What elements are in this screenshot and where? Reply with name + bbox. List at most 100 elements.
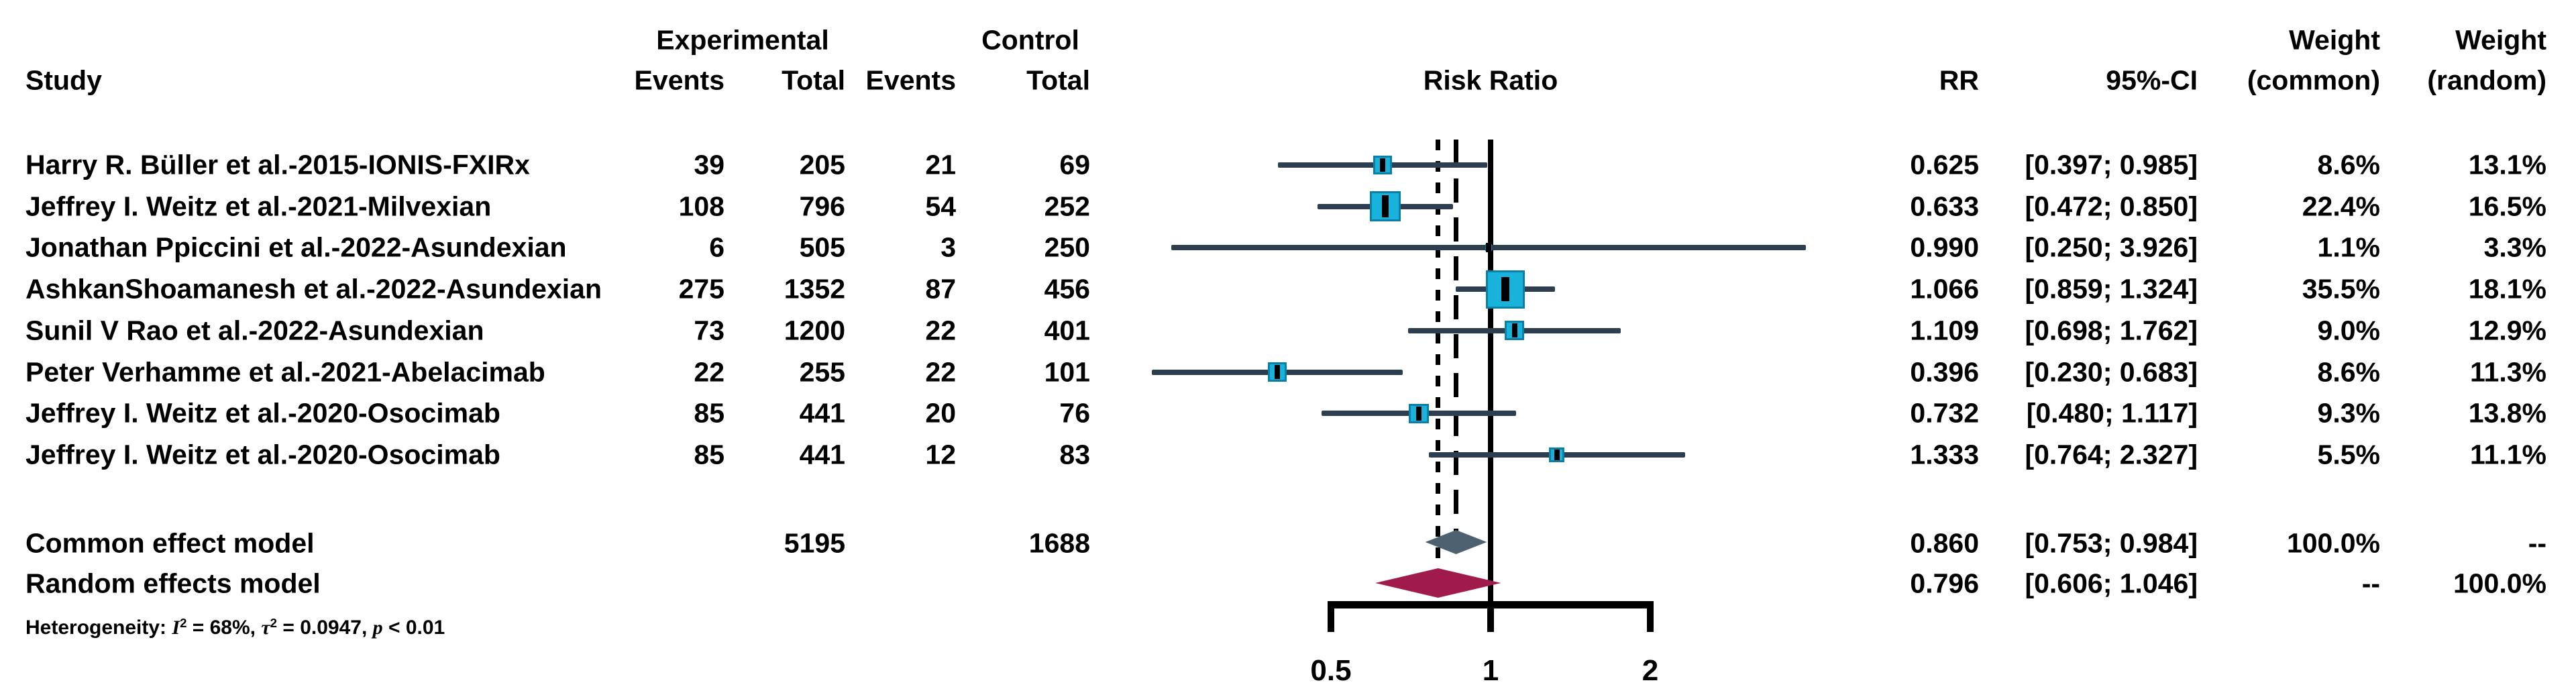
common-effect-exp-total: 5195 <box>784 527 845 559</box>
ctrl-total-value: 250 <box>1044 231 1090 263</box>
rr-point-marker <box>1501 277 1509 302</box>
weight-random-value: 16.5% <box>2468 191 2546 222</box>
column-header-exp-total: Total <box>782 64 845 96</box>
random-effects-ci-value: [0.606; 1.046] <box>2025 568 2198 599</box>
study-label: AshkanShoamanesh et al.-2022-Asundexian <box>25 273 602 305</box>
exp-events-value: 108 <box>678 191 724 222</box>
x-axis-tick-label: 0.5 <box>1310 654 1352 687</box>
x-axis-tick <box>1487 601 1494 632</box>
column-header-ctrl-events: Events <box>865 64 956 96</box>
study-label: Jeffrey I. Weitz et al.-2021-Milvexian <box>25 191 492 222</box>
common-effect-label: Common effect model <box>25 527 315 559</box>
weight-common-value: 8.6% <box>2317 356 2380 387</box>
ci-value: [0.472; 0.850] <box>2025 191 2198 222</box>
column-header-risk-ratio: Risk Ratio <box>1423 64 1558 96</box>
rr-value: 0.396 <box>1910 356 1979 387</box>
exp-total-value: 255 <box>799 356 845 387</box>
weight-common-value: 9.0% <box>2317 315 2380 346</box>
random-effects-diamond <box>1375 568 1501 598</box>
rr-point-marker <box>1511 323 1517 338</box>
random-effects-dashed-line <box>1436 140 1441 569</box>
weight-random-value: 12.9% <box>2468 315 2546 346</box>
weight-random-value: 18.1% <box>2468 273 2546 305</box>
x-axis-tick <box>1328 601 1334 632</box>
ctrl-total-value: 83 <box>1059 439 1090 470</box>
ctrl-total-value: 401 <box>1044 315 1090 346</box>
rr-value: 1.109 <box>1910 315 1979 346</box>
ctrl-total-value: 252 <box>1044 191 1090 222</box>
tau-squared-symbol: τ <box>261 617 270 639</box>
common-effect-rr-value: 0.860 <box>1910 527 1979 559</box>
column-header-weight-common-line2: (common) <box>2247 64 2380 96</box>
weight-common-value: 9.3% <box>2317 397 2380 429</box>
ctrl-events-value: 22 <box>925 356 956 387</box>
reference-line-rr-1 <box>1488 140 1493 605</box>
exp-events-value: 85 <box>694 397 724 429</box>
heterogeneity-p-value: < 0.01 <box>382 617 445 639</box>
weight-common-value: 1.1% <box>2317 231 2380 263</box>
weight-common-value: 35.5% <box>2302 273 2380 305</box>
column-header-ci: 95%-CI <box>2106 64 2198 96</box>
ctrl-events-value: 3 <box>941 231 956 263</box>
rr-point-marker <box>1381 195 1389 218</box>
study-label: Jeffrey I. Weitz et al.-2020-Osocimab <box>25 397 500 429</box>
heterogeneity-note: Heterogeneity: I2 = 68%, τ2 = 0.0947, p … <box>25 615 445 639</box>
i-squared-symbol: I <box>172 617 180 639</box>
study-label: Sunil V Rao et al.-2022-Asundexian <box>25 315 484 346</box>
column-header-ctrl-total: Total <box>1026 64 1090 96</box>
column-header-rr: RR <box>1939 64 1979 96</box>
ctrl-total-value: 69 <box>1059 149 1090 180</box>
ctrl-events-value: 20 <box>925 397 956 429</box>
ctrl-total-value: 456 <box>1044 273 1090 305</box>
common-effect-weight-random: -- <box>2528 527 2546 559</box>
rr-point-marker <box>1485 243 1491 253</box>
exp-events-value: 22 <box>694 356 724 387</box>
rr-value: 1.333 <box>1910 439 1979 470</box>
ctrl-events-value: 22 <box>925 315 956 346</box>
exp-events-value: 85 <box>694 439 724 470</box>
exp-total-value: 441 <box>799 439 845 470</box>
exp-total-value: 505 <box>799 231 845 263</box>
study-label: Harry R. Büller et al.-2015-IONIS-FXIRx <box>25 149 530 180</box>
ci-value: [0.397; 0.985] <box>2025 149 2198 180</box>
common-effect-ci-value: [0.753; 0.984] <box>2025 527 2198 559</box>
weight-common-value: 22.4% <box>2302 191 2380 222</box>
study-label: Jeffrey I. Weitz et al.-2020-Osocimab <box>25 439 500 470</box>
heterogeneity-i2-value: = 68%, <box>186 617 262 639</box>
random-effects-label: Random effects model <box>25 568 321 599</box>
ctrl-events-value: 54 <box>925 191 956 222</box>
common-effect-diamond <box>1425 530 1487 554</box>
common-effect-ctrl-total: 1688 <box>1028 527 1090 559</box>
random-effects-weight-common: -- <box>2361 568 2380 599</box>
rr-point-marker <box>1415 406 1421 421</box>
rr-value: 1.066 <box>1910 273 1979 305</box>
ctrl-events-value: 21 <box>925 149 956 180</box>
column-header-control: Control <box>981 24 1079 56</box>
exp-total-value: 1200 <box>784 315 845 346</box>
i-squared-exponent: 2 <box>180 615 187 630</box>
column-header-weight-common-line1: Weight <box>2289 24 2380 56</box>
heterogeneity-prefix: Heterogeneity: <box>25 617 172 639</box>
p-symbol: p <box>372 617 383 639</box>
common-effect-weight-common: 100.0% <box>2286 527 2380 559</box>
exp-total-value: 205 <box>799 149 845 180</box>
rr-point-marker <box>1379 158 1385 172</box>
heterogeneity-tau2-value: = 0.0947, <box>277 617 373 639</box>
study-label: Jonathan Ppiccini et al.-2022-Asundexian <box>25 231 567 263</box>
ci-value: [0.859; 1.324] <box>2025 273 2198 305</box>
rr-value: 0.732 <box>1910 397 1979 429</box>
random-effects-weight-random: 100.0% <box>2453 568 2546 599</box>
x-axis-tick <box>1647 601 1654 632</box>
ctrl-events-value: 87 <box>925 273 956 305</box>
exp-events-value: 39 <box>694 149 724 180</box>
ctrl-total-value: 76 <box>1059 397 1090 429</box>
exp-events-value: 275 <box>678 273 724 305</box>
column-header-experimental: Experimental <box>656 24 829 56</box>
ci-value: [0.698; 1.762] <box>2025 315 2198 346</box>
study-label: Peter Verhamme et al.-2021-Abelacimab <box>25 356 545 387</box>
exp-total-value: 441 <box>799 397 845 429</box>
weight-common-value: 5.5% <box>2317 439 2380 470</box>
exp-total-value: 1352 <box>784 273 845 305</box>
column-header-weight-random-line1: Weight <box>2455 24 2546 56</box>
